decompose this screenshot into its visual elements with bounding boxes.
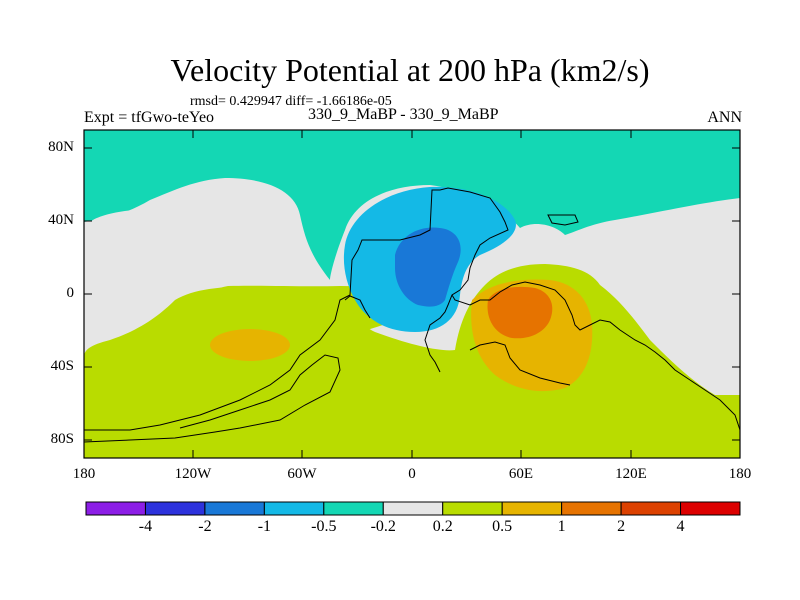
colorbar-label: 0.2 [432,518,453,535]
colorbar-box [501,501,563,516]
colorbar-label: -4 [138,518,153,535]
colorbar-label: -0.5 [311,518,337,535]
fill-west-min-core [395,227,461,307]
colorbar-box [323,501,384,516]
colorbar-label: 2 [617,518,626,535]
lon-label-0: 0 [408,466,416,482]
colorbar-box [85,501,146,516]
colorbar-label: 0.5 [492,518,513,535]
lat-label-0: 0 [66,285,75,301]
plot-title: Velocity Potential at 200 hPa (km2/s) [170,52,650,88]
lat-label-80s: 80S [50,431,74,447]
fill-east-max-core [487,286,553,339]
axis-ticks [84,130,740,458]
experiment-label: Expt = tfGwo-teYeo [84,109,215,126]
colorbar-label: 4 [676,518,685,535]
fill-west-max [210,329,290,361]
fill-nw-patch [90,209,186,251]
lon-label-120w: 120W [174,466,212,482]
lon-label-60e: 60E [508,466,534,482]
outline-east-continent [451,281,740,431]
colorbar-box [561,501,622,516]
colorbar-box [442,501,503,516]
stats-line: rmsd= 0.429947 diff= -1.66186e-05 [190,94,392,109]
lat-label-40n: 40N [48,212,74,228]
colorbar-label: -0.2 [370,518,396,535]
outline-south-coast [469,341,571,386]
colorbar-box [144,501,206,516]
lat-label-40s: 40S [50,358,74,374]
outline-east-island [547,214,579,226]
fill-north-band [84,130,740,280]
colorbar-box [204,501,265,516]
colorbar-box [680,501,741,516]
outline-peninsula [344,295,371,319]
colorbar-box [382,501,444,516]
colorbar-label: 1 [557,518,566,535]
colorbar-box [620,501,682,516]
lon-label-120e: 120E [615,466,647,482]
colorbar-box [263,501,325,516]
colorbar-label: -1 [257,518,272,535]
case-label: 330_9_MaBP - 330_9_MaBP [308,106,499,123]
lat-label-80n: 80N [48,139,74,155]
colorbar-boxes [85,501,741,516]
colorbar-label: -2 [198,518,212,535]
outline-southwest-coast [84,354,341,443]
season-label: ANN [707,109,742,126]
lon-label-180e: 180 [728,466,752,482]
lon-label-60w: 60W [287,466,317,482]
lon-label-180w: 180 [72,466,96,482]
contour-fill-group [84,130,740,458]
outline-western-continent [84,187,509,431]
continent-outlines [84,187,740,443]
